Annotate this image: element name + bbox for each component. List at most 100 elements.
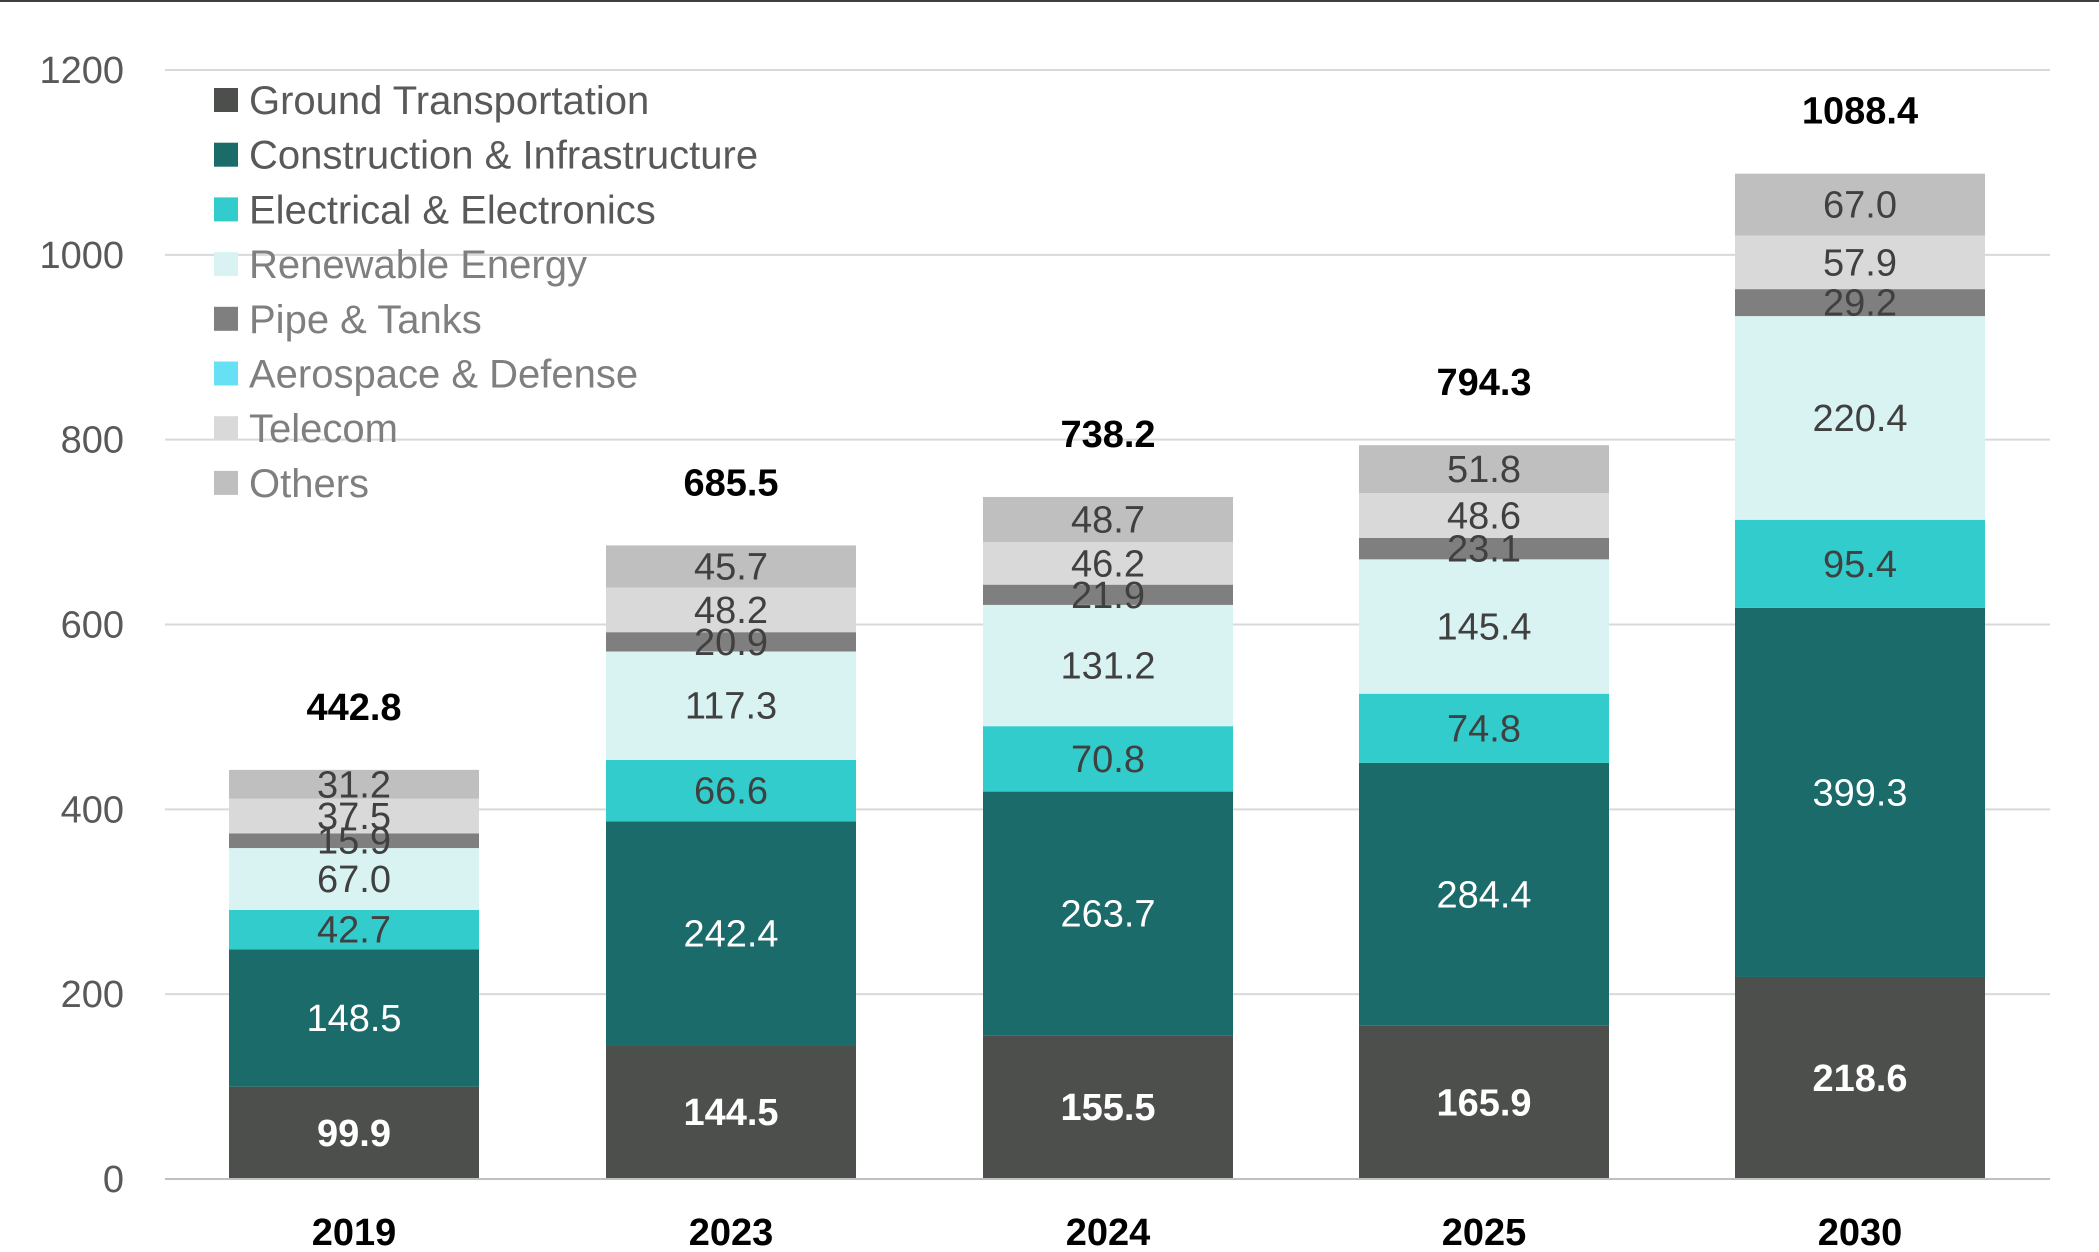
data-label-ground-transportation-2023: 144.5 [683, 1092, 778, 1134]
bars [229, 173, 1985, 1179]
data-label-electrical-and-electronics-2030: 95.4 [1823, 544, 1897, 586]
data-label-ground-transportation-2019: 99.9 [317, 1113, 391, 1155]
data-label-telecom-2030: 57.9 [1823, 242, 1897, 284]
data-label-telecom-2023: 48.2 [694, 590, 768, 632]
bar-segment-ground-transportation-2019 [229, 1086, 479, 1179]
bar-segment-telecom-2019 [229, 798, 479, 834]
legend-label-ground-transportation: Ground Transportation [249, 79, 649, 123]
legend-swatch-renewable-energy [214, 252, 238, 277]
total-label-2025: 794.3 [1436, 362, 1531, 404]
data-label-others-2019: 31.2 [317, 764, 391, 806]
data-label-construction-and-infrastructure-2019: 148.5 [306, 998, 401, 1040]
legend-label-construction-and-infrastructure: Construction & Infrastructure [249, 134, 758, 178]
data-label-construction-and-infrastructure-2023: 242.4 [683, 913, 778, 955]
data-label-pipe-and-tanks-2024: 21.9 [1071, 575, 1145, 617]
data-label-ground-transportation-2024: 155.5 [1060, 1087, 1155, 1129]
bar-segment-electrical-and-electronics-2030 [1735, 519, 1985, 608]
legend-swatch-others [214, 470, 238, 495]
bar-segment-pipe-and-tanks-2023 [606, 632, 856, 652]
bar-segment-electrical-and-electronics-2024 [983, 726, 1233, 792]
legend-swatch-pipe-and-tanks [214, 306, 238, 331]
bar-segment-pipe-and-tanks-2025 [1359, 537, 1609, 560]
bar-segment-renewable-energy-2024 [983, 604, 1233, 727]
data-labels: 99.9 148.5 42.7 67.015.937.531.2 442.8 144.5 2… [306, 91, 1918, 1155]
data-label-renewable-energy-2024: 131.2 [1060, 646, 1155, 688]
data-label-telecom-2019: 37.5 [317, 796, 391, 838]
data-label-pipe-and-tanks-2025: 23.1 [1447, 529, 1521, 571]
data-label-renewable-energy-2025: 145.4 [1436, 607, 1531, 649]
y-tick-label: 1000 [39, 235, 124, 277]
data-label-renewable-energy-2030: 220.4 [1812, 398, 1907, 440]
legend-label-others: Others [249, 462, 369, 506]
y-tick-label: 800 [61, 420, 124, 462]
data-label-others-2023: 45.7 [694, 547, 768, 589]
legend-swatch-telecom [214, 416, 238, 441]
bar-segment-ground-transportation-2023 [606, 1045, 856, 1179]
data-label-construction-and-infrastructure-2030: 399.3 [1812, 772, 1907, 814]
bar-segment-construction-and-infrastructure-2025 [1359, 762, 1609, 1026]
bar-segment-ground-transportation-2025 [1359, 1025, 1609, 1179]
data-label-electrical-and-electronics-2019: 42.7 [317, 910, 391, 952]
bar-segment-ground-transportation-2024 [983, 1035, 1233, 1179]
x-category-label-2024: 2024 [1066, 1212, 1151, 1252]
bar-segment-construction-and-infrastructure-2030 [1735, 607, 1985, 977]
legend: Ground Transportation Construction & Infr… [214, 79, 758, 506]
bar-segment-renewable-energy-2025 [1359, 559, 1609, 694]
y-tick-label: 200 [61, 974, 124, 1016]
bar-segment-electrical-and-electronics-2019 [229, 909, 479, 950]
data-label-renewable-energy-2019: 67.0 [317, 859, 391, 901]
bar-segment-others-2019 [229, 769, 479, 799]
bar-segment-ground-transportation-2030 [1735, 976, 1985, 1179]
data-label-others-2025: 51.8 [1447, 449, 1521, 491]
data-label-electrical-and-electronics-2025: 74.8 [1447, 708, 1521, 750]
data-label-telecom-2024: 46.2 [1071, 543, 1145, 585]
total-label-2019: 442.8 [306, 687, 401, 729]
bar-segment-construction-and-infrastructure-2019 [229, 949, 479, 1087]
total-label-2023: 685.5 [683, 462, 778, 504]
bar-segment-construction-and-infrastructure-2023 [606, 821, 856, 1046]
data-label-electrical-and-electronics-2024: 70.8 [1071, 739, 1145, 781]
data-label-pipe-and-tanks-2019: 15.9 [317, 821, 391, 863]
data-label-construction-and-infrastructure-2024: 263.7 [1060, 893, 1155, 935]
y-tick-label: 600 [61, 605, 124, 647]
legend-label-renewable-energy: Renewable Energy [249, 243, 587, 287]
bar-segment-pipe-and-tanks-2024 [983, 584, 1233, 605]
data-label-ground-transportation-2025: 165.9 [1436, 1082, 1531, 1124]
data-label-construction-and-infrastructure-2025: 284.4 [1436, 874, 1531, 916]
total-label-2030: 1088.4 [1802, 91, 1918, 133]
legend-swatch-electrical-and-electronics [214, 197, 238, 222]
bar-segment-electrical-and-electronics-2025 [1359, 693, 1609, 763]
data-label-pipe-and-tanks-2030: 29.2 [1823, 283, 1897, 325]
bar-segment-pipe-and-tanks-2019 [229, 833, 479, 849]
data-label-ground-transportation-2030: 218.6 [1812, 1058, 1907, 1100]
bar-segment-telecom-2025 [1359, 493, 1609, 538]
legend-label-aerospace-and-defense: Aerospace & Defense [249, 353, 638, 397]
bar-segment-others-2024 [983, 496, 1233, 542]
data-label-electrical-and-electronics-2023: 66.6 [694, 771, 768, 813]
legend-label-telecom: Telecom [249, 407, 398, 451]
data-label-telecom-2025: 48.6 [1447, 496, 1521, 538]
total-label-2024: 738.2 [1060, 414, 1155, 456]
data-label-others-2024: 48.7 [1071, 499, 1145, 541]
axes: 0 200 400 600 800 1000 1200 2019 2023 2024 2025 203… [39, 50, 2050, 1252]
bar-segment-telecom-2023 [606, 587, 856, 633]
data-label-renewable-energy-2023: 117.3 [685, 686, 777, 728]
x-category-label-2023: 2023 [689, 1212, 774, 1252]
bar-segment-others-2025 [1359, 445, 1609, 494]
bar-segment-others-2023 [606, 545, 856, 588]
legend-swatch-ground-transportation [214, 88, 238, 112]
x-category-label-2019: 2019 [312, 1212, 397, 1252]
bar-segment-telecom-2030 [1735, 235, 1985, 290]
legend-swatch-construction-and-infrastructure [214, 142, 238, 167]
legend-label-electrical-and-electronics: Electrical & Electronics [249, 188, 656, 232]
y-tick-label: 1200 [39, 50, 124, 92]
legend-label-pipe-and-tanks: Pipe & Tanks [249, 298, 482, 342]
x-category-label-2030: 2030 [1818, 1212, 1903, 1252]
bar-segment-renewable-energy-2019 [229, 848, 479, 910]
legend-swatch-aerospace-and-defense [214, 361, 238, 386]
x-category-label-2025: 2025 [1442, 1212, 1527, 1252]
bar-segment-electrical-and-electronics-2023 [606, 759, 856, 822]
bar-segment-construction-and-infrastructure-2024 [983, 791, 1233, 1036]
bar-segment-telecom-2024 [983, 541, 1233, 585]
